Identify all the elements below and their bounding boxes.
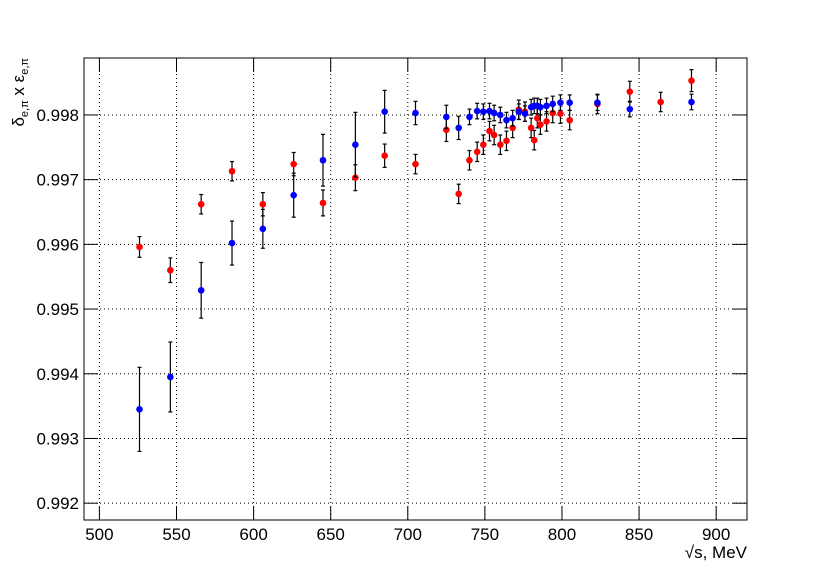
data-point xyxy=(688,98,695,106)
x-tick-label: 900 xyxy=(702,525,730,544)
data-point xyxy=(530,136,538,144)
data-point xyxy=(466,156,473,164)
y-label-sub: e,π xyxy=(19,100,31,117)
data-point xyxy=(381,108,388,116)
data-point xyxy=(136,243,143,251)
y-tick-label: 0.997 xyxy=(36,171,79,190)
data-point xyxy=(443,113,450,121)
data-point xyxy=(626,105,634,113)
data-point xyxy=(473,107,481,115)
y-label-part: x ε xyxy=(9,74,28,100)
data-point xyxy=(197,286,205,294)
data-point xyxy=(228,167,236,175)
data-point xyxy=(626,88,634,95)
data-point xyxy=(319,199,327,207)
data-point xyxy=(167,373,174,381)
x-tick-label: 850 xyxy=(625,525,653,544)
plot-frame xyxy=(83,57,748,521)
data-point xyxy=(515,108,523,116)
data-point xyxy=(290,160,297,168)
x-tick-label: 750 xyxy=(471,525,499,544)
data-point xyxy=(557,110,564,117)
data-point xyxy=(503,137,510,145)
data-point xyxy=(527,124,535,132)
x-tick-label: 500 xyxy=(85,525,113,544)
x-tick-label: 800 xyxy=(548,525,576,544)
data-point xyxy=(503,116,510,124)
data-point xyxy=(509,114,516,122)
data-point xyxy=(549,100,557,108)
y-tick-label: 0.998 xyxy=(36,106,79,125)
data-point xyxy=(566,99,573,106)
data-point xyxy=(197,200,205,208)
y-label-part: δ xyxy=(9,117,28,126)
data-point xyxy=(473,148,481,156)
data-point xyxy=(480,141,487,149)
data-point xyxy=(566,116,573,124)
data-point xyxy=(537,103,544,111)
data-point xyxy=(455,124,462,132)
data-point xyxy=(167,266,174,274)
data-point xyxy=(688,77,695,84)
x-tick-label: 600 xyxy=(239,525,267,544)
data-point xyxy=(412,109,419,117)
data-point xyxy=(319,156,327,164)
x-tick-label: 650 xyxy=(317,525,345,544)
data-point xyxy=(490,131,498,139)
data-point xyxy=(486,127,493,135)
data-point xyxy=(381,152,388,160)
data-point xyxy=(466,113,473,121)
data-point xyxy=(521,110,529,117)
data-point xyxy=(455,190,462,198)
data-point xyxy=(352,141,359,149)
data-point xyxy=(497,111,504,119)
data-point xyxy=(543,102,550,110)
data-point xyxy=(557,99,564,106)
data-point xyxy=(259,225,267,233)
data-point xyxy=(657,98,664,106)
data-point xyxy=(259,200,267,208)
data-point xyxy=(537,121,544,128)
data-point xyxy=(352,174,359,182)
data-point xyxy=(594,99,601,106)
x-axis-label: √s, MeV xyxy=(685,543,748,562)
y-tick-label: 0.996 xyxy=(36,235,79,254)
data-point xyxy=(497,141,504,149)
data-point xyxy=(228,239,236,247)
y-tick-label: 0.993 xyxy=(36,429,79,448)
data-point xyxy=(534,114,541,122)
data-point xyxy=(136,406,143,413)
data-point xyxy=(490,109,498,117)
y-label-sub: e,π xyxy=(19,58,31,75)
data-point xyxy=(412,160,419,168)
y-axis-label: δe,π x εe,π xyxy=(9,58,31,127)
data-point xyxy=(543,118,550,125)
data-point xyxy=(290,191,297,199)
y-tick-label: 0.995 xyxy=(36,300,79,319)
y-tick-label: 0.994 xyxy=(36,365,79,384)
x-tick-label: 550 xyxy=(162,525,190,544)
data-point xyxy=(480,108,487,116)
x-tick-label: 700 xyxy=(394,525,422,544)
y-tick-label: 0.992 xyxy=(36,494,79,513)
